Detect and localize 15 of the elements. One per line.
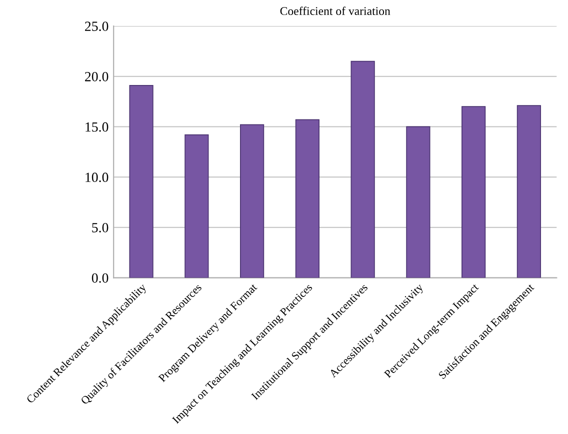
y-tick-label: 15.0 bbox=[86, 122, 108, 132]
bar bbox=[406, 126, 430, 278]
y-tick-label: 20.0 bbox=[85, 72, 108, 82]
bar bbox=[129, 85, 154, 278]
bar bbox=[240, 124, 264, 278]
y-tick-label: 10.0 bbox=[86, 172, 108, 182]
bar bbox=[184, 134, 209, 278]
y-tick-label: 0.0 bbox=[92, 273, 108, 283]
y-tick-label: 25.0 bbox=[85, 22, 108, 32]
bar bbox=[462, 106, 486, 278]
y-tick-label: 5.0 bbox=[92, 223, 108, 232]
bar bbox=[350, 60, 375, 278]
bar bbox=[295, 119, 320, 278]
chart-title: Coefficient of variation bbox=[280, 6, 390, 16]
bar bbox=[516, 105, 541, 278]
